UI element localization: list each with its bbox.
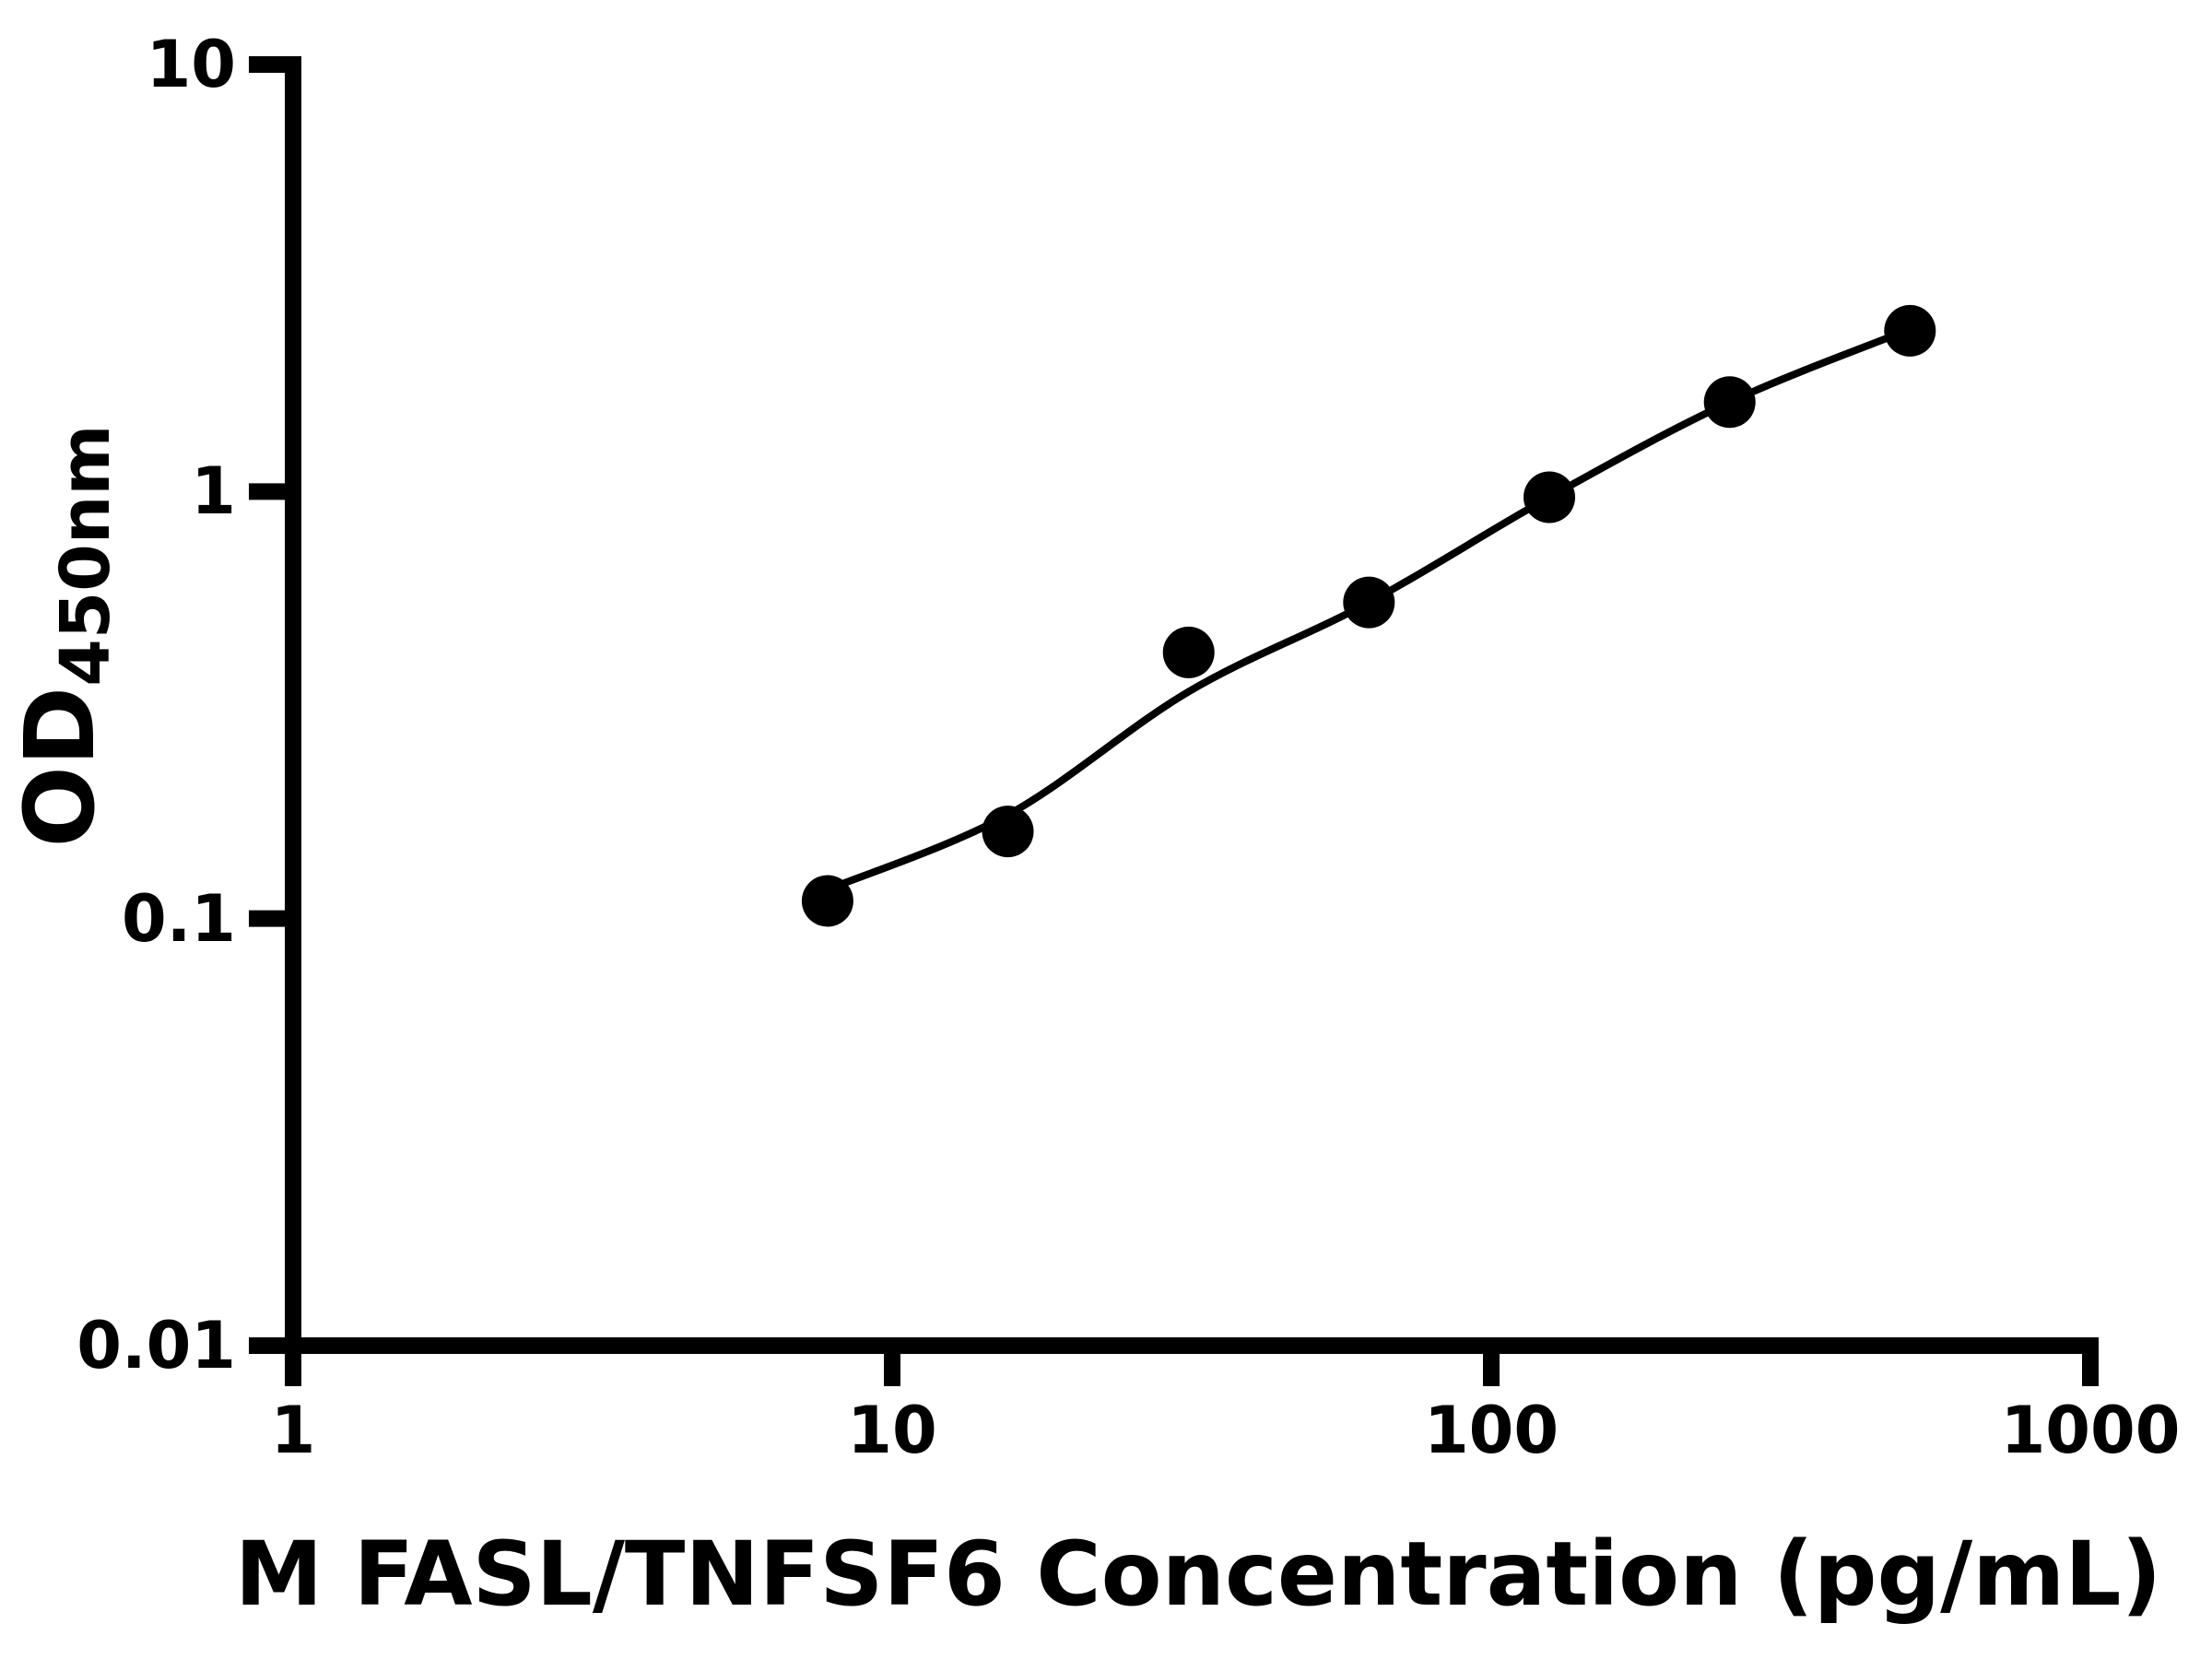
data-point [982,806,1034,858]
y-tick-label: 1 [191,453,236,530]
data-point [1884,304,1936,357]
data-point [801,875,853,927]
y-tick-label: 0.01 [76,1308,236,1383]
y-tick-label: 0.1 [121,880,236,957]
y-axis-title-main: OD [4,686,116,848]
x-tick-label: 1 [270,1393,316,1468]
x-tick-label: 1000 [2000,1393,2181,1468]
data-point [1703,376,1756,429]
x-axis-title: M FASL/TNFSF6 Concentration (pg/mL) [234,1523,2162,1626]
data-point [1343,576,1395,629]
x-tick-label: 100 [1423,1393,1559,1468]
y-tick-label: 10 [146,27,236,102]
data-point [1524,471,1575,524]
x-tick-label: 10 [847,1393,937,1468]
data-point [1162,626,1215,678]
